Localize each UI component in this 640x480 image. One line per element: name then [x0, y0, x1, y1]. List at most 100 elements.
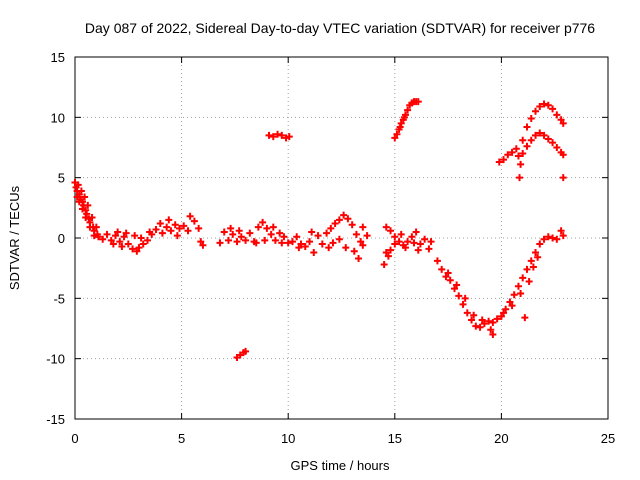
data-point: [397, 119, 405, 127]
data-point: [86, 223, 94, 231]
series-depression: [433, 227, 567, 339]
data-point: [329, 239, 337, 247]
data-point: [444, 269, 452, 277]
data-point: [83, 210, 91, 218]
data-point: [536, 102, 544, 110]
data-point: [438, 265, 446, 273]
data-point: [529, 263, 537, 271]
data-point: [323, 229, 331, 237]
data-point: [331, 220, 339, 228]
data-point: [404, 238, 412, 246]
data-point: [510, 291, 518, 299]
data-point: [485, 317, 493, 325]
data-point: [276, 229, 284, 237]
data-point: [559, 151, 567, 159]
data-point: [468, 316, 476, 324]
data-point: [400, 113, 408, 121]
data-point: [199, 241, 207, 249]
data-point: [197, 238, 205, 246]
data-point: [133, 247, 141, 255]
data-point: [489, 318, 497, 326]
data-point: [99, 235, 107, 243]
data-point: [94, 233, 102, 241]
data-point: [521, 314, 529, 322]
data-point: [549, 234, 557, 242]
data-point: [459, 300, 467, 308]
data-point: [116, 238, 124, 246]
data-point: [175, 224, 183, 232]
data-point: [519, 150, 527, 158]
data-point: [478, 316, 486, 324]
y-tick-label: 10: [51, 110, 65, 125]
data-point: [143, 236, 151, 244]
data-point: [254, 223, 262, 231]
data-point: [516, 174, 524, 182]
data-point: [146, 228, 154, 236]
data-point: [363, 232, 371, 240]
data-point: [421, 235, 429, 243]
data-point: [246, 229, 254, 237]
data-point: [152, 226, 160, 234]
series-isolated-low: [233, 347, 250, 361]
data-point: [514, 282, 522, 290]
data-point: [310, 248, 318, 256]
series-mid-block-2: [288, 211, 371, 263]
data-point: [352, 230, 360, 238]
data-point: [512, 145, 520, 153]
data-point: [235, 227, 243, 235]
data-point: [382, 248, 390, 256]
data-point: [472, 322, 480, 330]
data-point: [103, 230, 111, 238]
data-point: [269, 223, 277, 231]
series-decay-start: [71, 178, 102, 241]
data-point: [506, 298, 514, 306]
data-point: [129, 245, 137, 253]
data-point: [335, 235, 343, 243]
data-point: [269, 133, 277, 141]
data-point: [450, 285, 458, 293]
data-point: [500, 309, 508, 317]
data-point: [184, 227, 192, 235]
y-tick-label: -15: [46, 412, 65, 427]
data-point: [559, 119, 567, 127]
data-point: [508, 302, 516, 310]
data-point: [120, 233, 128, 241]
data-point: [171, 221, 179, 229]
data-point: [544, 101, 552, 109]
data-point: [395, 238, 403, 246]
data-point: [519, 136, 527, 144]
data-point: [318, 240, 326, 248]
data-point: [112, 232, 120, 240]
data-point: [536, 240, 544, 248]
data-point: [534, 253, 542, 261]
data-point: [357, 238, 365, 246]
data-point: [190, 217, 198, 225]
data-point: [92, 223, 100, 231]
data-point: [544, 233, 552, 241]
data-point: [553, 144, 561, 151]
data-point: [180, 222, 188, 230]
x-tick-label: 5: [178, 431, 185, 446]
data-point: [78, 205, 86, 213]
x-tick-label: 10: [281, 431, 295, 446]
data-point: [397, 230, 405, 238]
data-point: [536, 129, 544, 137]
data-point: [461, 294, 469, 302]
y-tick-label: 0: [58, 231, 65, 246]
data-point: [165, 216, 173, 224]
data-point: [77, 187, 85, 195]
data-point: [527, 257, 535, 265]
data-point: [265, 131, 273, 139]
data-point: [107, 236, 115, 244]
data-point: [308, 228, 316, 236]
data-point: [263, 224, 271, 232]
data-point: [131, 232, 139, 240]
data-point: [242, 347, 250, 355]
x-axis-ticks: 0 5 10 15 20 25: [71, 57, 615, 446]
data-point: [414, 246, 422, 254]
data-point: [267, 230, 275, 238]
data-point: [124, 240, 132, 248]
data-point: [380, 261, 388, 269]
data-point: [433, 257, 441, 265]
